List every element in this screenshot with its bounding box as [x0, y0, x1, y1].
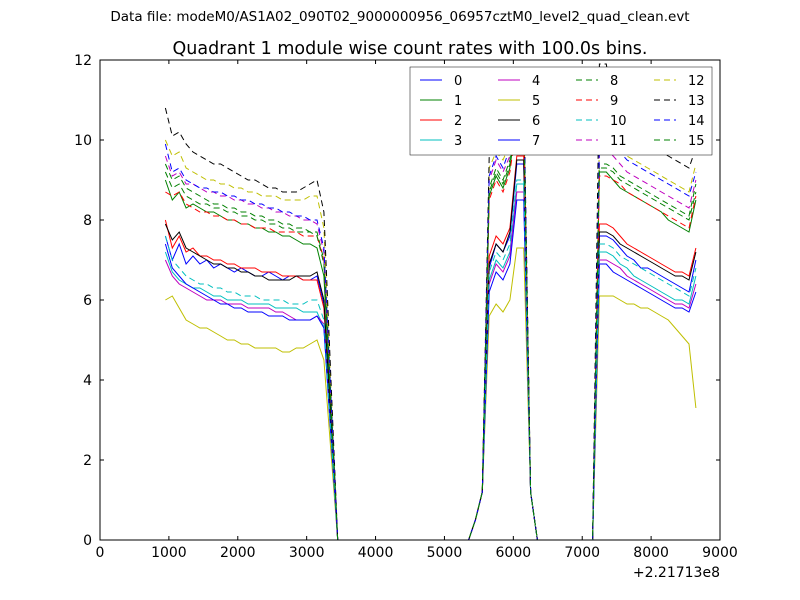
- legend-label-3: 3: [454, 134, 462, 149]
- y-tick-label: 12: [74, 53, 92, 69]
- x-tick-label: 4000: [358, 545, 394, 561]
- series-line-1: [164, 115, 697, 541]
- y-tick-label: 6: [83, 293, 92, 309]
- legend-label-12: 12: [688, 74, 705, 89]
- y-tick-label: 4: [83, 373, 92, 389]
- legend-box: [409, 66, 713, 156]
- ticks: 0 1000 2000 3000 4000 5000 6000 7000 8000 9000 0 2 4…: [74, 53, 738, 561]
- series-line-15: [164, 111, 697, 541]
- x-tick-label: 1000: [151, 545, 187, 561]
- x-tick-label: 8000: [633, 545, 669, 561]
- legend-label-9: 9: [610, 94, 618, 109]
- x-tick-label: 2000: [220, 545, 256, 561]
- series-line-7: [164, 199, 697, 541]
- series-line-14: [164, 99, 697, 541]
- legend-label-0: 0: [454, 74, 462, 89]
- x-tick-label: 3000: [289, 545, 325, 561]
- legend-label-6: 6: [532, 114, 540, 129]
- series-line-5: [165, 247, 697, 541]
- legend-label-4: 4: [532, 74, 540, 89]
- y-tick-label: 10: [74, 133, 92, 149]
- y-tick-label: 2: [83, 453, 92, 469]
- legend-label-13: 13: [688, 94, 705, 109]
- series-line-11: [164, 103, 697, 541]
- legend-label-7: 7: [532, 134, 540, 149]
- series-line-10: [164, 179, 697, 541]
- series-line-12: [164, 99, 697, 541]
- series-line-9: [165, 123, 697, 541]
- x-tick-label: 5000: [427, 545, 463, 561]
- x-offset-label: +2.21713e8: [633, 565, 720, 581]
- series-line-6: [164, 159, 697, 541]
- y-tick-label: 0: [83, 533, 92, 549]
- x-tick-label: 0: [96, 545, 105, 561]
- suptitle: Data file: modeM0/AS1A02_090T02_90000009…: [110, 9, 690, 25]
- x-tick-label: 9000: [702, 545, 738, 561]
- chart-title: Quadrant 1 module wise count rates with …: [173, 39, 648, 59]
- series-line-3: [164, 183, 697, 541]
- legend-label-5: 5: [532, 94, 540, 109]
- y-tick-label: 8: [83, 213, 92, 229]
- x-tick-label: 7000: [564, 545, 600, 561]
- legend-label-11: 11: [610, 134, 627, 149]
- x-tick-label: 6000: [496, 545, 532, 561]
- legend-label-10: 10: [610, 114, 627, 129]
- legend-label-14: 14: [688, 114, 705, 129]
- legend-label-1: 1: [454, 94, 462, 109]
- legend-label-2: 2: [454, 114, 462, 129]
- series-line-0: [164, 163, 697, 541]
- legend-label-8: 8: [610, 74, 618, 89]
- legend-label-15: 15: [688, 134, 705, 149]
- series-line-8: [164, 107, 697, 541]
- series-line-2: [164, 155, 697, 541]
